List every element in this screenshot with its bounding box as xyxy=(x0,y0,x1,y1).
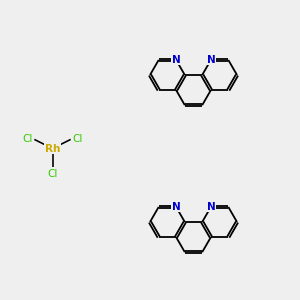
Text: Cl: Cl xyxy=(47,169,58,179)
Text: N: N xyxy=(206,202,215,212)
Text: Cl: Cl xyxy=(72,134,83,144)
Text: N: N xyxy=(172,202,181,212)
Text: Rh: Rh xyxy=(45,143,60,154)
Text: N: N xyxy=(172,55,181,65)
Text: N: N xyxy=(206,55,215,65)
Text: Cl: Cl xyxy=(22,134,33,144)
